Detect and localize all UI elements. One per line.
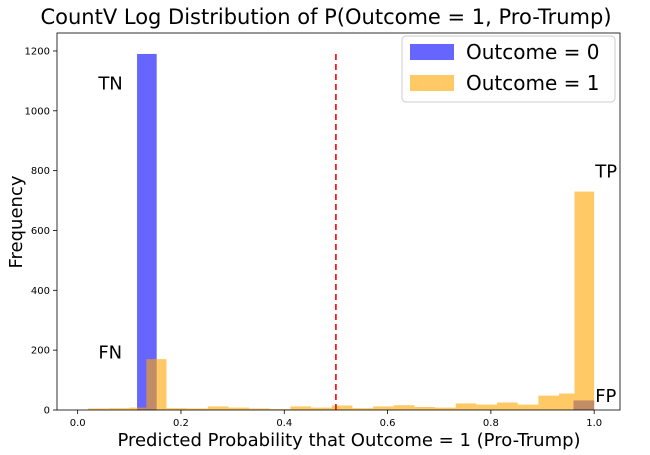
bar-series-1-bin-22 <box>538 395 560 410</box>
legend-swatch-0 <box>410 44 454 60</box>
legend-box <box>401 35 616 103</box>
bar-series-1-bin-20 <box>497 402 518 410</box>
x-tick-label: 1.0 <box>586 418 602 429</box>
plot-frame <box>56 32 621 411</box>
bar-series-0-bin-0 <box>137 53 157 410</box>
y-tick-label: 600 <box>31 226 50 237</box>
bar-series-1-bin-21 <box>517 404 539 410</box>
y-axis-label: Frequency <box>6 175 27 268</box>
bar-series-1-bin-10 <box>290 406 312 410</box>
y-tick-label: 800 <box>31 166 50 177</box>
x-tick-label: 0.8 <box>483 418 499 429</box>
x-tick-label: 0.4 <box>276 418 292 429</box>
bar-series-1-bin-5 <box>187 408 208 410</box>
x-tick-label: 0.0 <box>70 418 86 429</box>
y-tick-label: 200 <box>31 346 50 357</box>
annotation-tn: TN <box>97 73 122 94</box>
bar-series-1-bin-2 <box>129 407 147 410</box>
bar-series-1-bin-18 <box>455 403 477 410</box>
bar-series-1-bin-23 <box>559 393 575 410</box>
bar-series-1-bin-4 <box>166 408 188 410</box>
bar-series-1-bin-11 <box>311 407 332 410</box>
legend-label-0: Outcome = 0 <box>466 40 599 64</box>
chart-title: CountV Log Distribution of P(Outcome = 1… <box>40 5 611 29</box>
bar-series-1-bin-19 <box>476 404 498 410</box>
bar-series-1-bin-24 <box>574 191 595 410</box>
bar-series-1-bin-0 <box>87 408 109 410</box>
x-tick-label: 0.2 <box>173 418 189 429</box>
bar-series-1-bin-12 <box>331 405 353 410</box>
bar-series-1-bin-6 <box>207 406 229 410</box>
legend-swatch-1 <box>410 75 454 91</box>
legend-label-1: Outcome = 1 <box>466 71 599 95</box>
legend: Outcome = 0 Outcome = 1 <box>401 35 616 103</box>
bar-series-1-bin-3 <box>146 359 167 410</box>
bar-series-1-bin-9 <box>269 409 291 410</box>
bar-series-1-bin-14 <box>373 406 394 410</box>
bar-series-1-bin-15 <box>393 405 415 410</box>
annotation-fp: FP <box>595 386 616 407</box>
bar-series-1-bin-16 <box>414 407 436 410</box>
y-tick-label: 1000 <box>25 106 50 117</box>
annotation-tp: TP <box>594 162 617 183</box>
bar-series-1-bin-13 <box>352 408 374 410</box>
bar-series-1-bin-1 <box>108 408 130 410</box>
annotation-fn: FN <box>98 343 122 364</box>
bar-series-1-bin-8 <box>249 408 270 410</box>
x-axis-label: Predicted Probability that Outcome = 1 (… <box>117 430 580 451</box>
bar-series-1-bin-7 <box>228 407 250 410</box>
y-tick-label: 0 <box>44 406 50 417</box>
bar-series-1-bin-17 <box>435 407 456 410</box>
y-tick-label: 400 <box>31 286 50 297</box>
plot-area: 0.0 0.2 0.4 0.6 0.8 1.0 0 200 400 600 800 1000 1200 T… <box>25 32 621 429</box>
x-tick-label: 0.6 <box>380 418 396 429</box>
y-tick-label: 1200 <box>25 46 50 57</box>
